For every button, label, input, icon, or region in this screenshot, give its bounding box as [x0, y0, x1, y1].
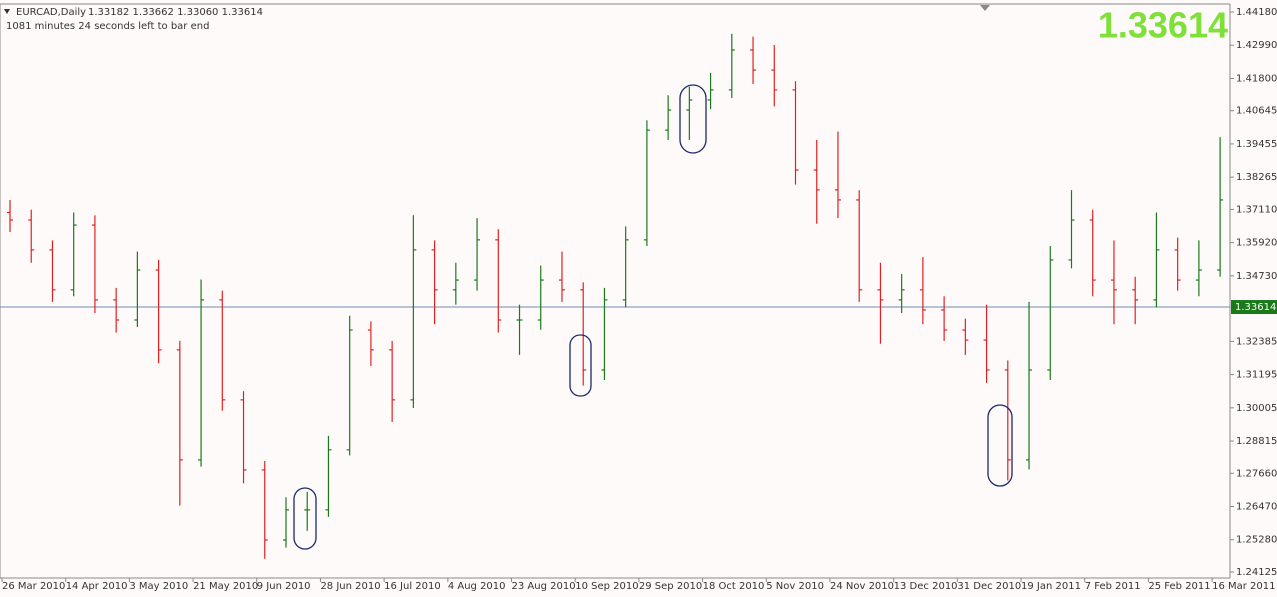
- x-tick-label: 14 Apr 2010: [66, 581, 128, 592]
- price-label: 1.33614: [1235, 302, 1276, 313]
- annotations: [293, 84, 1013, 550]
- x-tick-label: 10 Sep 2010: [575, 581, 638, 592]
- y-tick-label: 1.34730: [1236, 271, 1277, 282]
- y-tick-label: 1.26470: [1236, 502, 1277, 513]
- y-tick-label: 1.28815: [1236, 436, 1277, 447]
- header-values: 1.33182 1.33662 1.33060 1.33614: [88, 7, 263, 18]
- x-tick-label: 19 Jan 2011: [1021, 581, 1081, 592]
- y-tick-label: 1.40645: [1236, 106, 1277, 117]
- annotation-ellipse: [987, 404, 1013, 487]
- chart-shift-marker: [980, 5, 990, 11]
- x-tick-label: 13 Dec 2010: [894, 581, 958, 592]
- x-tick-label: 7 Feb 2011: [1085, 581, 1141, 592]
- y-tick-label: 1.31195: [1236, 370, 1277, 381]
- y-tick-label: 1.27660: [1236, 468, 1277, 479]
- x-tick-label: 16 Mar 2011: [1212, 581, 1275, 592]
- menu-arrow: [4, 9, 10, 14]
- x-tick-label: 21 May 2010: [193, 581, 258, 592]
- x-tick-label: 23 Aug 2010: [512, 581, 576, 592]
- x-tick-label: 31 Dec 2010: [957, 581, 1021, 592]
- x-tick-label: 26 Mar 2010: [2, 581, 65, 592]
- x-tick-label: 18 Oct 2010: [703, 581, 765, 592]
- symbol: EURCAD,Daily: [16, 7, 86, 18]
- y-tick-label: 1.30005: [1236, 403, 1277, 414]
- annotation-ellipse: [293, 487, 317, 550]
- annotation-ellipse: [679, 84, 707, 154]
- y-tick-label: 1.37110: [1236, 204, 1277, 215]
- y-tick-label: 1.25280: [1236, 535, 1277, 546]
- x-tick-label: 4 Aug 2010: [448, 581, 506, 592]
- big-price: 1.33614: [1098, 5, 1228, 46]
- y-tick-label: 1.24125: [1236, 567, 1277, 578]
- status: 1081 minutes 24 seconds left to bar end: [6, 21, 209, 32]
- x-tick-label: 29 Sep 2010: [639, 581, 702, 592]
- y-tick-label: 1.35920: [1236, 238, 1277, 249]
- x-tick-label: 28 Jun 2010: [320, 581, 380, 592]
- y-tick-label: 1.32385: [1236, 336, 1277, 347]
- x-tick-label: 24 Nov 2010: [830, 581, 894, 592]
- y-tick-label: 1.41800: [1236, 73, 1277, 84]
- x-tick-label: 9 Jun 2010: [257, 581, 311, 592]
- y-tick-label: 1.38265: [1236, 172, 1277, 183]
- y-tick-label: 1.39455: [1236, 139, 1277, 150]
- y-tick-label: 1.42990: [1236, 40, 1277, 51]
- x-tick-label: 5 Nov 2010: [766, 581, 824, 592]
- x-tick-label: 16 Jul 2010: [384, 581, 441, 592]
- price-label-box: [1231, 300, 1277, 315]
- annotation-ellipse: [569, 334, 592, 397]
- x-tick-label: 25 Feb 2011: [1148, 581, 1210, 592]
- y-tick-label: 1.44180: [1236, 7, 1277, 18]
- x-tick-label: 3 May 2010: [129, 581, 188, 592]
